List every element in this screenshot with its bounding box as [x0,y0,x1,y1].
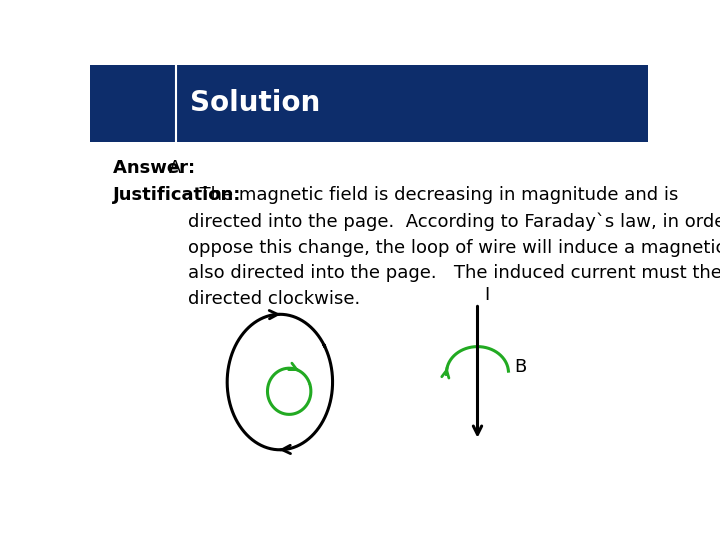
Bar [90,65,648,141]
Text: Answer:: Answer: [113,159,202,177]
Text: Justification:: Justification: [113,186,242,204]
Text: I: I [485,286,490,303]
Text: The magnetic field is decreasing in magnitude and is
directed into the page.  Ac: The magnetic field is decreasing in magn… [188,186,720,308]
Text: A: A [169,159,181,177]
Text: B: B [515,357,527,376]
Text: Solution: Solution [190,89,320,117]
